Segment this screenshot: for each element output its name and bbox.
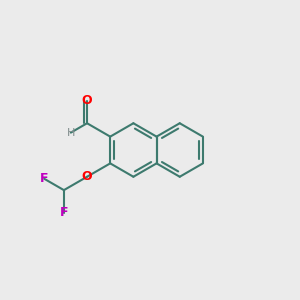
Text: H: H bbox=[67, 128, 75, 138]
Text: O: O bbox=[82, 94, 92, 107]
Text: F: F bbox=[60, 206, 68, 219]
Text: F: F bbox=[40, 172, 49, 185]
Text: O: O bbox=[82, 170, 92, 183]
